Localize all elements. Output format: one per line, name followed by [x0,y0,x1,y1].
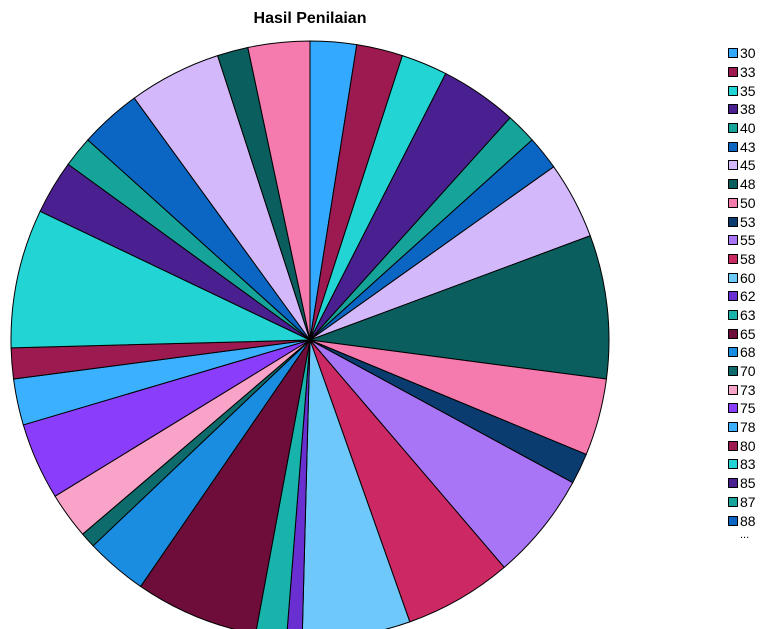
legend-label: 65 [740,325,756,342]
chart-title: Hasil Penilaian [253,10,367,27]
legend-item: 85 [728,474,761,493]
pie-slice-extra-28 [247,40,311,341]
legend-item: 80 [728,436,761,455]
legend-overflow-indicator: ... [740,528,750,541]
legend-swatch [728,197,738,208]
legend-item: 38 [728,100,761,119]
legend-label: 87 [740,493,756,510]
legend-label: 58 [740,250,756,267]
legend-item: 35 [728,81,761,100]
legend-item: 73 [728,380,761,399]
legend-swatch [728,309,738,320]
legend-item: 48 [728,175,761,194]
legend-label: 63 [740,306,756,323]
pie-chart [10,40,610,629]
legend-label: 43 [740,138,756,155]
legend-item: 88 [728,511,761,530]
legend-item: 33 [728,63,761,82]
legend-item: 60 [728,268,761,287]
legend-label: 85 [740,475,756,492]
legend-label: 73 [740,381,756,398]
legend-item: 53 [728,212,761,231]
legend-label: 68 [740,344,756,361]
legend-label: 45 [740,157,756,174]
legend-item: 83 [728,455,761,474]
legend-swatch [728,85,738,96]
legend-item: 75 [728,399,761,418]
legend-label: 38 [740,101,756,118]
legend-item: 43 [728,137,761,156]
legend-item: 65 [728,324,761,343]
legend-label: 53 [740,213,756,230]
legend-item: 40 [728,119,761,138]
legend-label: 70 [740,363,756,380]
legend-swatch [728,48,738,59]
legend-label: 50 [740,194,756,211]
legend-swatch [728,123,738,134]
legend-item: 30 [728,44,761,63]
legend-swatch [728,291,738,302]
legend-swatch [728,160,738,171]
legend-swatch [728,496,738,507]
legend-item: 78 [728,418,761,437]
legend-label: 40 [740,120,756,137]
legend-swatch [728,328,738,339]
legend-label: 60 [740,269,756,286]
legend-label: 78 [740,419,756,436]
legend-item: 58 [728,250,761,269]
legend-label: 83 [740,456,756,473]
legend-item: 68 [728,343,761,362]
legend-item: 87 [728,493,761,512]
legend-label: 30 [740,45,756,62]
legend-label: 62 [740,288,756,305]
legend-swatch [728,272,738,283]
legend-swatch [728,384,738,395]
legend-swatch [728,478,738,489]
legend-item: 70 [728,362,761,381]
legend-item: 62 [728,287,761,306]
legend-swatch [728,67,738,78]
legend-item: 45 [728,156,761,175]
legend-swatch [728,422,738,433]
legend-swatch [728,253,738,264]
legend-item: 50 [728,194,761,213]
legend-swatch [728,104,738,115]
legend-swatch [728,440,738,451]
legend-label: 33 [740,64,756,81]
legend-item: 55 [728,231,761,250]
legend-swatch [728,459,738,470]
legend-label: 55 [740,232,756,249]
legend-swatch [728,347,738,358]
legend-swatch [728,403,738,414]
legend-swatch [728,235,738,246]
legend-label: 35 [740,82,756,99]
legend-swatch [728,179,738,190]
pie-slice-60 [301,339,411,629]
pie-slice-48 [309,235,610,380]
legend-label: 48 [740,176,756,193]
legend-swatch [728,515,738,526]
pie-slice-83 [10,210,311,349]
legend-swatch [728,366,738,377]
legend-swatch [728,141,738,152]
legend-swatch [728,216,738,227]
pie-slice-65 [139,339,311,629]
legend: 30 33 35 38 40 43 45 48 50 53 55 58 60 62 63 65 68 70 73 75… [728,44,761,540]
legend-item: 63 [728,306,761,325]
legend-label: 80 [740,437,756,454]
legend-label: 88 [740,512,756,529]
legend-label: 75 [740,400,756,417]
